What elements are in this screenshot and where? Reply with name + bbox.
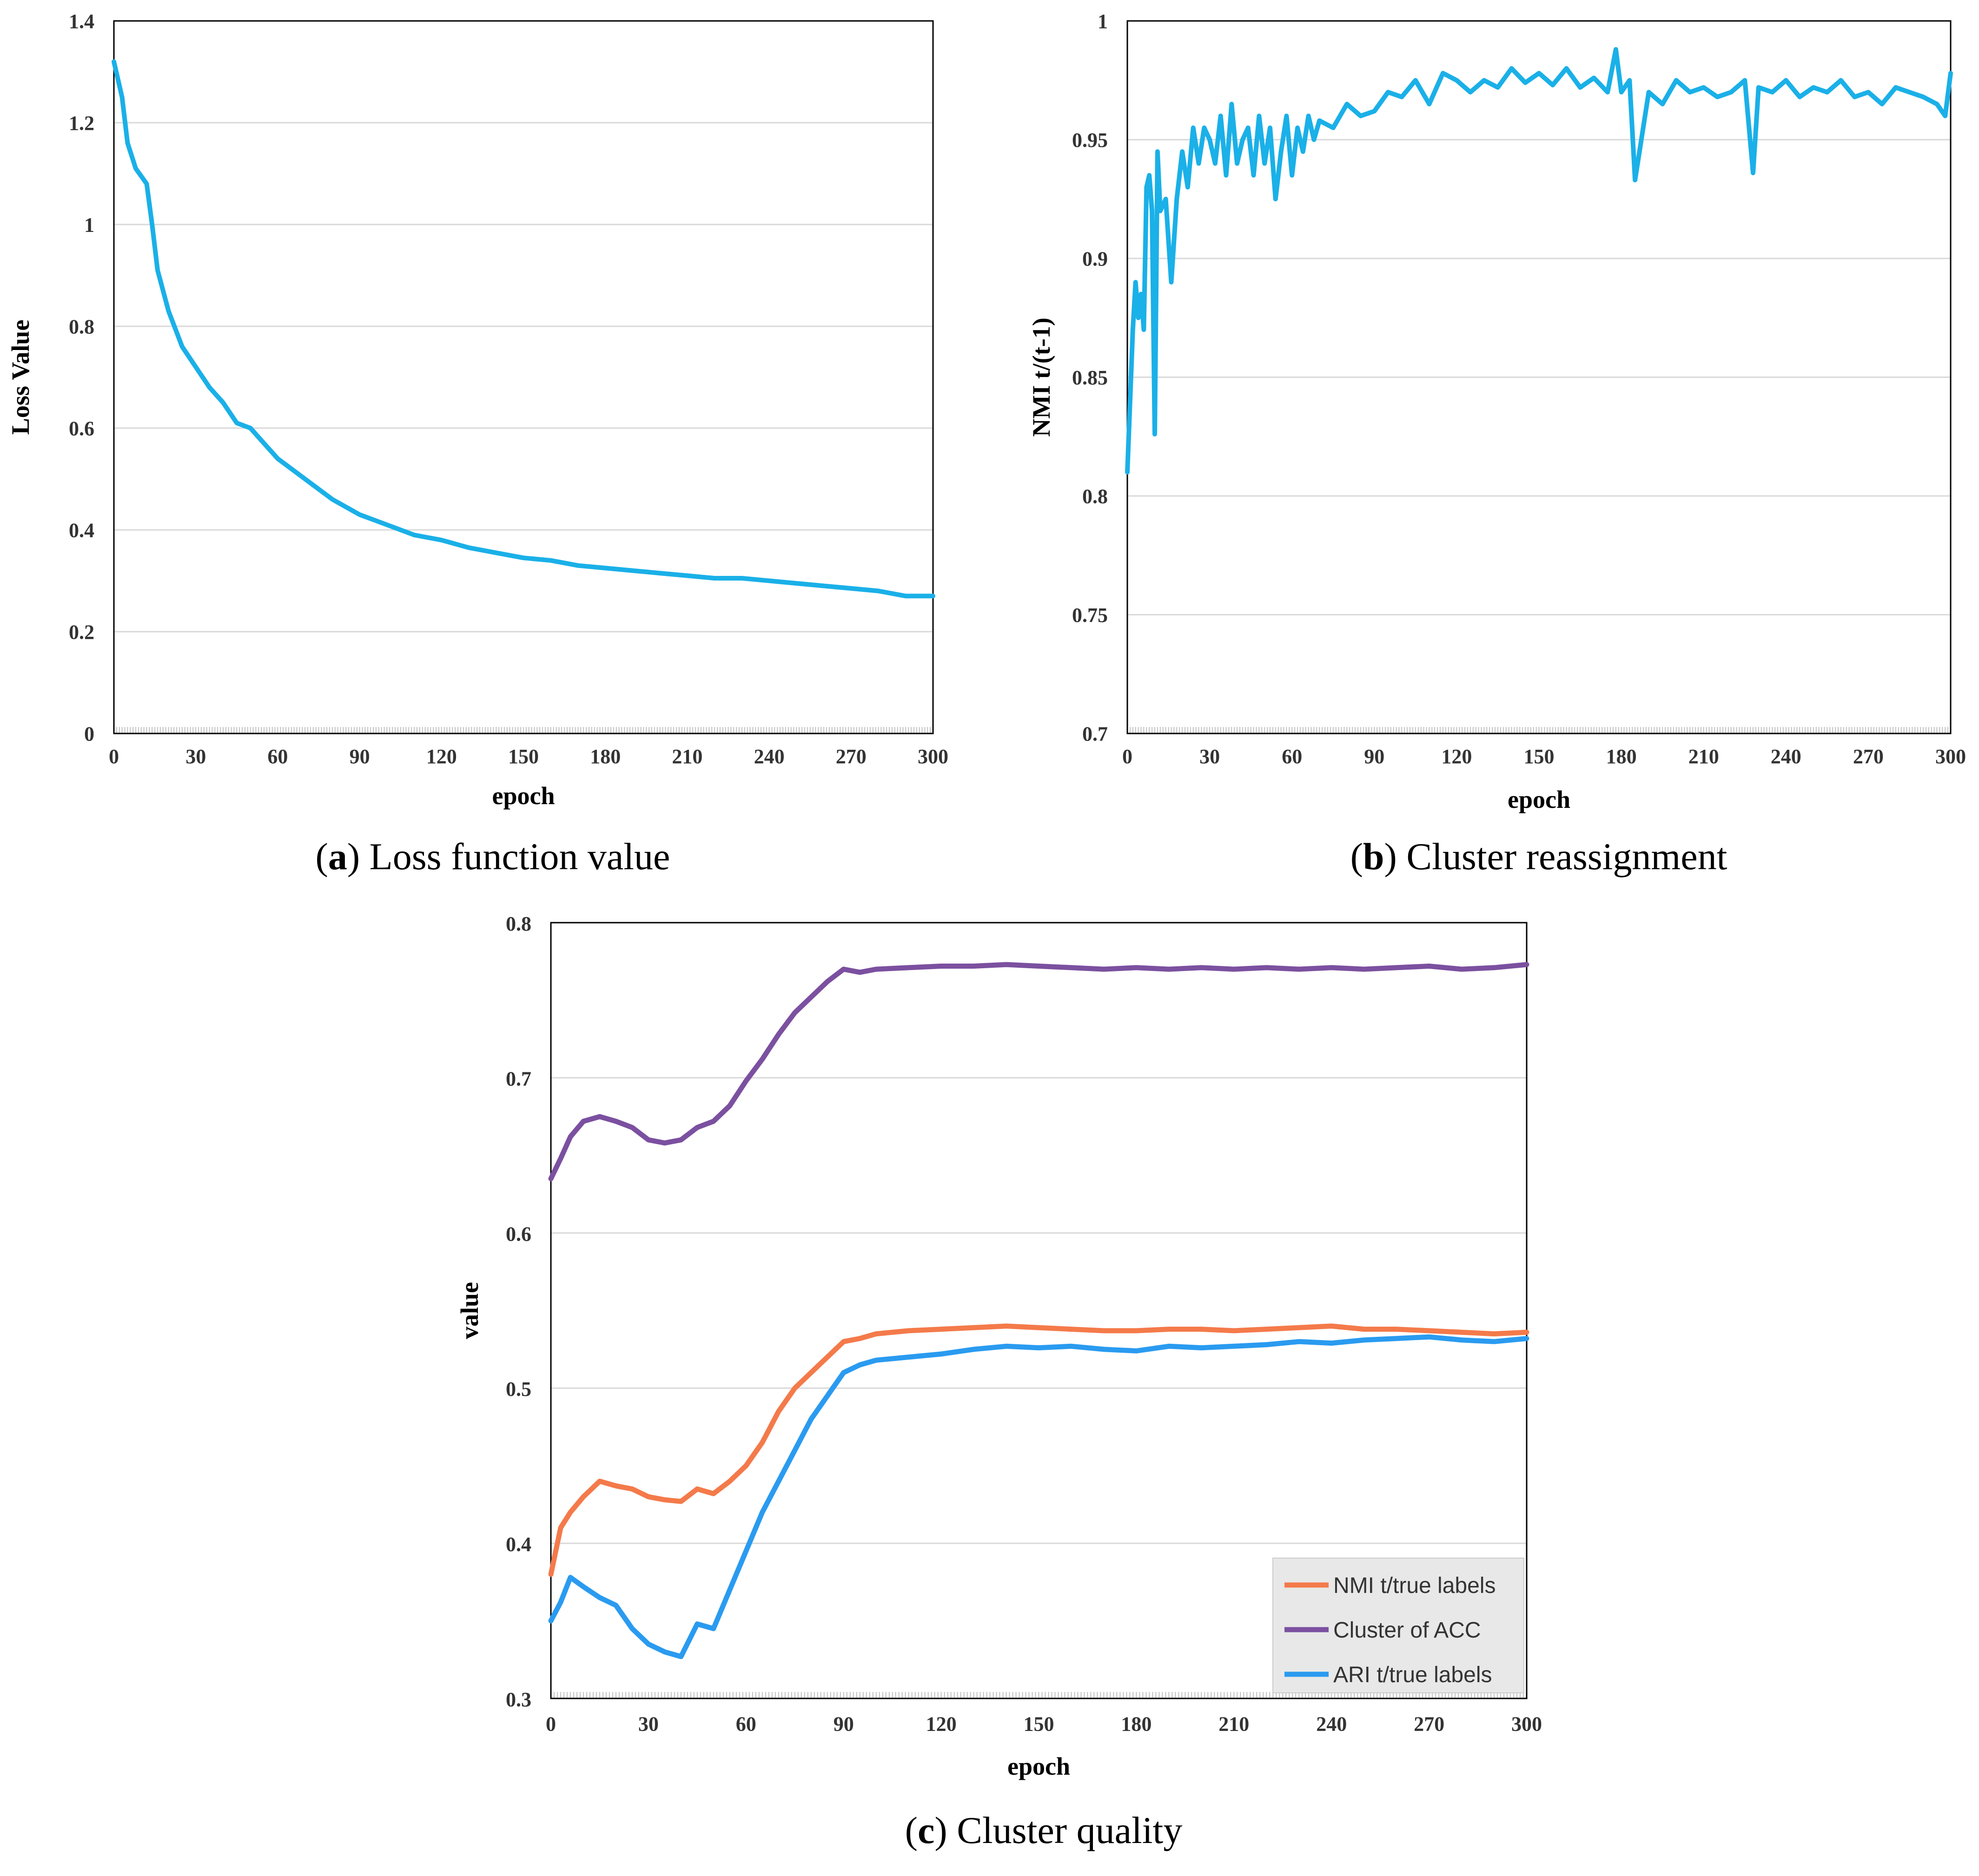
y-axis-title-a: Loss Value <box>7 320 34 435</box>
y-tick-label-b-4: 0.9 <box>1082 247 1108 270</box>
series-line-b-0 <box>1125 47 1953 475</box>
y-tick-label-c-4: 0.7 <box>506 1068 531 1090</box>
x-tick-label-c-2: 60 <box>736 1713 756 1736</box>
series-line-c-2 <box>548 1334 1529 1659</box>
x-tick-label-c-7: 210 <box>1218 1713 1249 1736</box>
caption-letter-b: b <box>1363 835 1384 878</box>
y-tick-label-a-2: 0.4 <box>69 519 94 542</box>
x-tick-label-c-0: 0 <box>546 1713 556 1736</box>
series-line-c-1 <box>548 962 1529 1182</box>
x-axis-title-c: epoch <box>1007 1752 1070 1780</box>
x-tick-label-b-10: 300 <box>1935 745 1966 768</box>
caption-text-b: Cluster reassignment <box>1406 835 1727 878</box>
y-tick-label-a-7: 1.4 <box>69 10 94 33</box>
x-tick-label-a-10: 300 <box>918 745 948 768</box>
x-minor-ticks-a <box>113 727 933 733</box>
caption-close-paren: ) <box>934 1809 957 1851</box>
caption-letter-c: c <box>918 1809 934 1851</box>
legend-box <box>1272 1558 1524 1693</box>
y-tick-label-a-0: 0 <box>84 722 94 745</box>
caption-a: (a) Loss function value <box>316 835 670 878</box>
y-axis-title-c: value <box>456 1282 483 1339</box>
y-tick-label-c-1: 0.4 <box>506 1533 531 1556</box>
x-tick-label-a-9: 270 <box>836 745 867 768</box>
caption-open-paren: ( <box>1350 835 1363 878</box>
caption-close-paren: ) <box>1384 835 1407 878</box>
y-tick-label-c-3: 0.6 <box>506 1222 531 1245</box>
y-tick-label-b-2: 0.8 <box>1082 485 1108 508</box>
y-tick-label-a-3: 0.6 <box>69 417 94 440</box>
caption-open-paren: ( <box>905 1809 918 1851</box>
x-tick-label-b-7: 210 <box>1688 745 1719 768</box>
y-tick-label-b-1: 0.75 <box>1072 604 1108 627</box>
x-tick-label-c-9: 270 <box>1414 1713 1444 1736</box>
caption-text-a: Loss function value <box>370 835 670 878</box>
x-tick-label-b-8: 240 <box>1771 745 1801 768</box>
x-tick-label-c-6: 180 <box>1121 1713 1152 1736</box>
x-tick-label-a-3: 90 <box>350 745 370 768</box>
x-tick-label-c-4: 120 <box>926 1713 957 1736</box>
plot-frame-a <box>113 20 934 734</box>
legend-label-2: ARI t/true labels <box>1333 1663 1492 1687</box>
legend-label-0: NMI t/true labels <box>1333 1573 1496 1598</box>
x-tick-label-b-5: 150 <box>1524 745 1555 768</box>
x-axis-title-b: epoch <box>1508 786 1570 813</box>
x-minor-ticks-b <box>1127 727 1951 733</box>
panel-c-quality-chart: 0.3 0.4 0.5 0.6 0.7 0.8 0 30 60 90 120 150 180 210 240… <box>456 912 1542 1851</box>
x-tick-label-c-10: 300 <box>1511 1713 1542 1736</box>
x-tick-label-b-4: 120 <box>1441 745 1472 768</box>
y-tick-label-b-0: 0.7 <box>1082 722 1108 745</box>
panel-a-loss-chart: 0 0.2 0.4 0.6 0.8 1 1.2 1.4 0 30 60 90 120 150 180 210 2… <box>7 10 948 878</box>
x-tick-label-a-0: 0 <box>109 745 119 768</box>
x-tick-label-b-6: 180 <box>1606 745 1637 768</box>
x-tick-label-c-1: 30 <box>638 1713 659 1736</box>
y-tick-label-a-1: 0.2 <box>69 621 94 643</box>
y-tick-label-b-6: 1 <box>1098 10 1108 33</box>
caption-letter-a: a <box>328 835 347 878</box>
x-tick-label-a-2: 60 <box>267 745 288 768</box>
x-tick-label-b-2: 60 <box>1282 745 1302 768</box>
y-tick-label-b-3: 0.85 <box>1072 366 1108 389</box>
caption-open-paren: ( <box>316 835 328 878</box>
y-tick-label-b-5: 0.95 <box>1072 129 1108 152</box>
y-tick-label-c-0: 0.3 <box>506 1688 531 1711</box>
y-tick-label-c-2: 0.5 <box>506 1378 531 1400</box>
panel-b-reassignment-chart: 0.7 0.75 0.8 0.85 0.9 0.95 1 0 30 60 90 120 150 180 21… <box>1027 10 1966 878</box>
legend-label-1: Cluster of ACC <box>1333 1618 1481 1643</box>
caption-b: (b) Cluster reassignment <box>1350 835 1727 878</box>
x-tick-label-a-5: 150 <box>508 745 539 768</box>
x-tick-label-c-5: 150 <box>1024 1713 1054 1736</box>
x-tick-label-a-4: 120 <box>426 745 457 768</box>
x-tick-label-b-0: 0 <box>1122 745 1132 768</box>
y-tick-label-a-6: 1.2 <box>69 112 94 134</box>
legend-c: NMI t/true labels Cluster of ACC ARI t/tru… <box>1272 1558 1524 1693</box>
plot-frame-b <box>1126 20 1952 734</box>
plot-frame-c <box>550 922 1528 1699</box>
y-tick-label-a-5: 1 <box>84 213 94 236</box>
x-axis-title-a: epoch <box>492 782 555 810</box>
x-tick-label-a-7: 210 <box>672 745 702 768</box>
y-tick-label-a-4: 0.8 <box>69 315 94 338</box>
y-axis-title-b: NMI t/(t-1) <box>1027 317 1055 436</box>
caption-text-c: Cluster quality <box>957 1809 1182 1851</box>
x-tick-label-a-8: 240 <box>754 745 785 768</box>
caption-close-paren: ) <box>347 835 370 878</box>
x-tick-label-b-3: 90 <box>1364 745 1384 768</box>
caption-c: (c) Cluster quality <box>905 1809 1183 1851</box>
x-tick-label-c-8: 240 <box>1316 1713 1347 1736</box>
y-tick-label-c-5: 0.8 <box>506 912 531 935</box>
x-tick-label-a-6: 180 <box>590 745 621 768</box>
series-line-a-0 <box>112 59 935 599</box>
x-tick-label-c-3: 90 <box>834 1713 854 1736</box>
x-tick-label-a-1: 30 <box>185 745 206 768</box>
x-tick-label-b-1: 30 <box>1199 745 1220 768</box>
x-tick-label-b-9: 270 <box>1853 745 1884 768</box>
series-line-c-0 <box>548 1323 1529 1577</box>
